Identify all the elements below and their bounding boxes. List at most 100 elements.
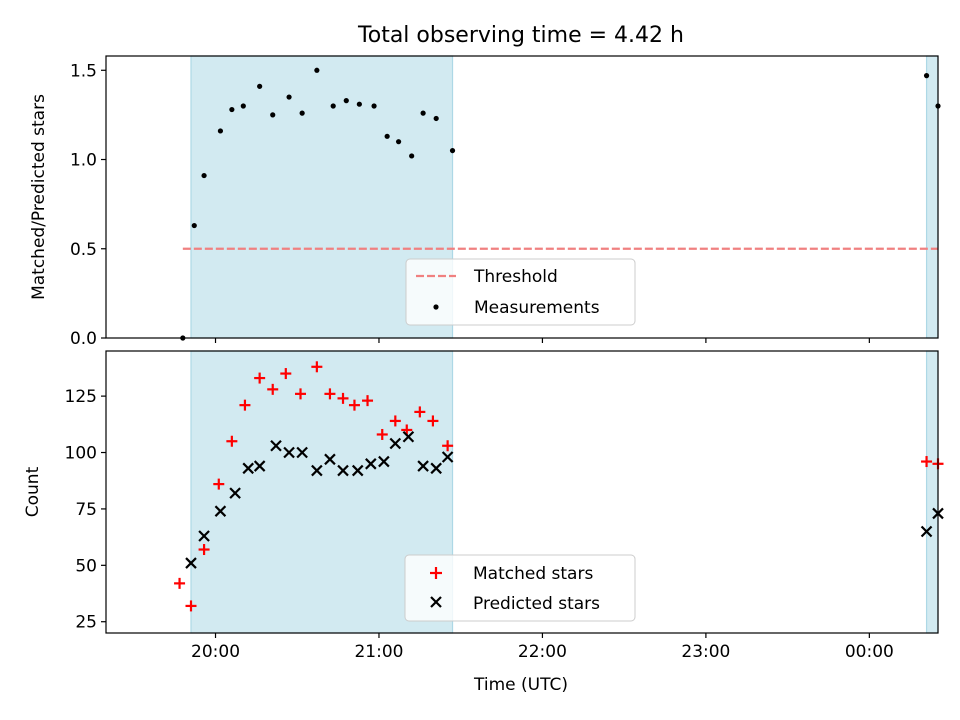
predicted-point [311,464,323,477]
chart-title: Total observing time = 4.42 h [357,23,684,48]
matched-point [213,478,225,490]
matched-point [324,388,336,400]
matched-point [921,456,933,468]
measurement-point [217,128,224,134]
predicted-point [402,430,415,443]
bottom-x-ticks: 20:0021:0022:0023:0000:0001:0002:0003:00… [191,633,894,662]
measurement-point [257,83,263,89]
bottom-legend: Matched stars Predicted stars [404,554,636,622]
matched-point [280,368,292,380]
measurement-point [343,98,349,104]
legend-matched-swatch [430,567,442,579]
top-legend: Threshold Measurements [405,258,636,326]
predicted-point [351,464,364,477]
matched-point [254,372,266,384]
x-tick-label: 23:00 [681,642,730,662]
measurement-point [395,139,402,145]
shaded-span [925,350,939,634]
x-tick-label: 20:00 [191,642,240,662]
predicted-point [185,557,197,569]
x-tick-label: 00:00 [845,642,894,662]
predicted-point [430,462,442,475]
measurement-point [201,172,207,179]
count-series [174,361,944,612]
matched-point [174,577,186,589]
top-x-ticks [214,338,870,343]
predicted-point [337,464,349,477]
predicted-point [378,455,390,468]
legend-predicted-label: Predicted stars [473,594,600,614]
predicted-point [229,487,241,499]
predicted-point [270,439,282,452]
legend-measurements-label: Measurements [474,298,600,318]
measurement-point [240,103,246,109]
measurement-point [286,94,292,100]
matched-point [185,600,197,612]
matched-point [311,361,323,373]
measurement-point [270,112,276,118]
bottom-legend-box [404,554,636,622]
matched-point [442,440,454,452]
x-tick-label: 22:00 [518,642,567,662]
predicted-point [242,462,254,475]
predicted-point [214,505,227,517]
predicted-point [920,525,933,538]
y-tick-label: 100 [65,444,97,464]
y-tick-label: 25 [75,613,97,633]
y-tick-label: 1.5 [70,61,97,81]
predicted-point [283,446,295,459]
x-axis-label: Time (UTC) [473,675,568,695]
y-tick-label: 125 [65,387,97,407]
top-y-axis-label: Matched/Predicted stars [29,94,49,300]
measurement-point [314,67,320,73]
measurement-point [384,133,390,139]
predicted-point [389,437,402,450]
measurement-point [191,222,197,229]
matched-point [239,399,251,411]
top-legend-box [405,258,636,326]
predicted-point [296,446,308,459]
top-y-ticks: 0.0 0.5 1.0 1.5 [70,61,106,349]
y-tick-label: 75 [75,500,97,520]
matched-point [295,388,307,400]
y-tick-label: 0.0 [70,329,97,349]
predicted-point [253,460,266,472]
predicted-point [417,460,429,472]
measurement-point [409,153,415,159]
measurements-series [180,67,941,341]
top-axes-frame [105,55,939,339]
y-tick-label: 0.5 [70,240,97,260]
bottom-axes-frame [105,350,939,634]
matched-point [362,395,374,407]
measurement-point [371,103,377,109]
measurement-point [449,147,456,154]
top-panel: 0.0 0.5 1.0 1.5 Matched/Predicted stars Thr… [29,55,941,349]
matched-point [198,544,210,556]
predicted-point [198,530,210,542]
matched-point [348,399,360,411]
predicted-point [324,453,336,466]
y-tick-label: 1.0 [70,151,97,171]
x-tick-label: 21:00 [354,642,403,662]
matched-point [376,428,388,440]
shaded-span [925,55,939,339]
bottom-y-ticks: 25 50 75 100 125 [65,387,106,633]
legend-measurements-swatch [433,304,439,310]
matched-point [267,383,279,395]
measurement-point [229,106,235,113]
matched-point [427,415,439,427]
predicted-point [441,451,454,463]
measurement-point [923,73,930,79]
matched-point [337,392,349,404]
matched-point [389,415,401,427]
legend-predicted-swatch [430,596,442,608]
measurement-point [420,110,426,116]
y-tick-label: 50 [75,556,97,576]
measurement-point [356,101,362,107]
matched-point [226,435,238,447]
measurement-point [433,115,439,122]
legend-matched-label: Matched stars [473,564,593,584]
predicted-point [365,458,377,470]
